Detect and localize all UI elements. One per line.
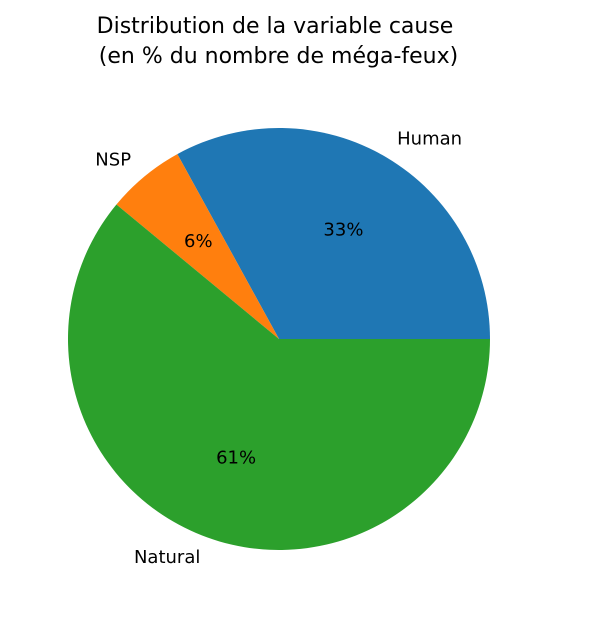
slice-label-natural: Natural	[134, 547, 200, 568]
pie-slices	[68, 128, 491, 550]
chart-title-line-1: Distribution de la variable cause	[97, 14, 454, 39]
pie-slice-natural	[68, 204, 491, 550]
pie-slice-human	[177, 128, 490, 339]
slice-label-human: Human	[397, 129, 462, 150]
pie-slice-nsp	[116, 154, 279, 339]
slice-percent-human: 33%	[323, 220, 363, 241]
chart-title-line-2: (en % du nombre de méga-feux)	[92, 44, 458, 69]
slice-percent-natural: 61%	[216, 448, 256, 469]
slice-label-nsp: NSP	[95, 150, 131, 171]
pie-labels: Human 33% NSP 6% Natural 61%	[95, 129, 462, 568]
slice-percent-nsp: 6%	[184, 231, 213, 252]
